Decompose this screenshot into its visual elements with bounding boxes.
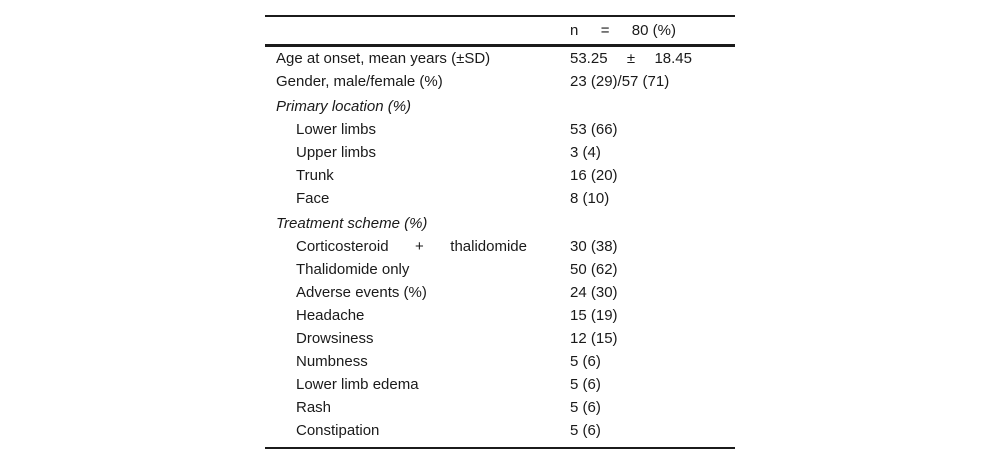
plus-sign: +: [415, 238, 424, 255]
table-row: Lower limbs 53 (66): [265, 118, 735, 141]
treatment-word-2: thalidomide: [450, 238, 527, 255]
table-row: Drowsiness 12 (15): [265, 327, 735, 350]
table-header-row: n = 80 (%): [570, 15, 676, 45]
row-label: Face: [296, 190, 330, 207]
header-equals: =: [600, 21, 610, 39]
row-label: Gender, male/female (%): [276, 73, 443, 90]
header-n-label: n: [570, 21, 579, 39]
row-value: 53.25 ± 18.45: [570, 47, 692, 70]
age-sd: 18.45: [654, 50, 692, 67]
row-value: 12 (15): [570, 330, 618, 347]
patient-characteristics-table: n = 80 (%) Age at onset, mean years (±SD…: [265, 0, 735, 465]
table-row: Numbness 5 (6): [265, 350, 735, 373]
row-value: 16 (20): [570, 167, 618, 184]
section-label: Primary location (%): [276, 98, 412, 115]
table-row: Trunk 16 (20): [265, 164, 735, 187]
row-label: Constipation: [296, 422, 380, 439]
table-row: Face 8 (10): [265, 187, 735, 210]
row-label: Corticosteroid + thalidomide: [296, 235, 527, 258]
row-value: 5 (6): [570, 399, 601, 416]
row-label: Upper limbs: [296, 144, 377, 161]
age-mean: 53.25: [570, 50, 608, 67]
table-rule-header-divider: [265, 44, 735, 47]
table-row: Gender, male/female (%) 23 (29)/57 (71): [265, 70, 735, 93]
row-value: 5 (6): [570, 376, 601, 393]
row-label: Thalidomide only: [296, 261, 410, 278]
treatment-word-1: Corticosteroid: [296, 238, 389, 255]
row-label: Drowsiness: [296, 330, 374, 347]
row-value: 50 (62): [570, 261, 618, 278]
row-label: Lower limb edema: [296, 376, 419, 393]
row-label: Trunk: [296, 167, 334, 184]
section-label: Treatment scheme (%): [276, 215, 428, 232]
row-value: 5 (6): [570, 353, 601, 370]
row-label: Rash: [296, 399, 332, 416]
table-rule-top: [265, 15, 735, 17]
table-section-row: Primary location (%): [265, 95, 735, 118]
table-body: Age at onset, mean years (±SD) 53.25 ± 1…: [265, 47, 735, 442]
table-row: Thalidomide only 50 (62): [265, 258, 735, 281]
table-row: Rash 5 (6): [265, 396, 735, 419]
row-value: 8 (10): [570, 190, 610, 207]
row-label: Lower limbs: [296, 121, 377, 138]
row-value: 3 (4): [570, 144, 601, 161]
row-label: Age at onset, mean years (±SD): [276, 50, 491, 67]
plus-minus-sign: ±: [626, 50, 636, 67]
row-value: 24 (30): [570, 284, 618, 301]
row-label: Adverse events (%): [296, 284, 427, 301]
row-label: Numbness: [296, 353, 368, 370]
table-row: Constipation 5 (6): [265, 419, 735, 442]
table-rule-bottom: [265, 447, 735, 449]
row-value: 23 (29)/57 (71): [570, 73, 670, 90]
table-section-row: Treatment scheme (%): [265, 212, 735, 235]
header-total-count: 80 (%): [631, 21, 676, 39]
row-value: 53 (66): [570, 121, 618, 138]
table-row: Corticosteroid + thalidomide 30 (38): [265, 235, 735, 258]
table-row: Adverse events (%) 24 (30): [265, 281, 735, 304]
row-value: 30 (38): [570, 238, 618, 255]
row-value: 5 (6): [570, 422, 601, 439]
row-label: Headache: [296, 307, 365, 324]
table-row: Upper limbs 3 (4): [265, 141, 735, 164]
row-value: 15 (19): [570, 307, 618, 324]
table-row: Age at onset, mean years (±SD) 53.25 ± 1…: [265, 47, 735, 70]
table-row: Lower limb edema 5 (6): [265, 373, 735, 396]
table-row: Headache 15 (19): [265, 304, 735, 327]
